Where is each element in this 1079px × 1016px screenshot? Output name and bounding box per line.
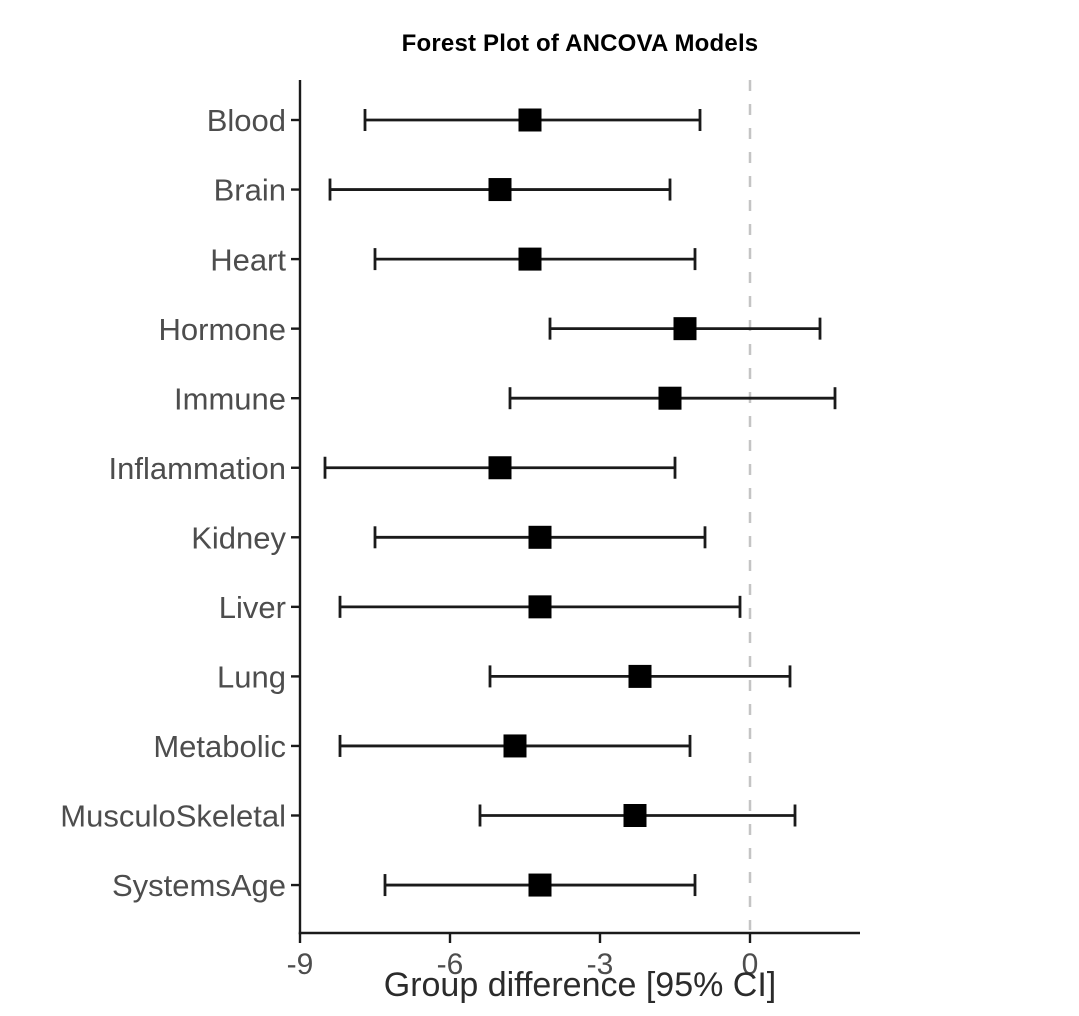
x-tick-label: -6 — [437, 948, 464, 981]
y-axis-category-label: Blood — [207, 103, 286, 138]
point-estimate-inflammation — [488, 456, 512, 480]
y-axis-category-label: Immune — [174, 381, 286, 416]
y-axis-category-label: MusculoSkeletal — [60, 799, 286, 834]
y-axis-category-label: Inflammation — [109, 451, 286, 486]
point-estimate-liver — [528, 595, 552, 619]
y-axis-category-label: Liver — [219, 590, 286, 625]
point-estimate-heart — [518, 247, 542, 271]
x-tick-label: -9 — [287, 948, 314, 981]
x-tick-label: -3 — [587, 948, 614, 981]
y-axis-category-label: Kidney — [191, 520, 286, 555]
point-estimate-kidney — [528, 525, 552, 549]
point-estimate-systemsage — [528, 873, 552, 897]
point-estimate-immune — [658, 386, 682, 410]
chart-title: Forest Plot of ANCOVA Models — [401, 30, 759, 57]
x-tick-label: 0 — [742, 948, 759, 981]
point-estimate-musculoskeletal — [623, 804, 647, 827]
point-estimate-brain — [488, 178, 512, 202]
y-axis-category-label: SystemsAge — [112, 868, 286, 903]
y-axis-category-label: Lung — [217, 660, 286, 695]
y-axis-category-label: Heart — [210, 242, 286, 277]
x-axis-title: Group difference [95% CI] — [383, 966, 777, 1004]
point-estimate-hormone — [673, 317, 697, 341]
point-estimate-blood — [518, 108, 542, 132]
y-axis-category-label: Metabolic — [153, 729, 286, 764]
y-axis-category-label: Hormone — [159, 312, 287, 347]
y-axis-category-label: Brain — [214, 173, 286, 208]
point-estimate-metabolic — [503, 734, 527, 758]
point-estimate-lung — [628, 664, 652, 688]
